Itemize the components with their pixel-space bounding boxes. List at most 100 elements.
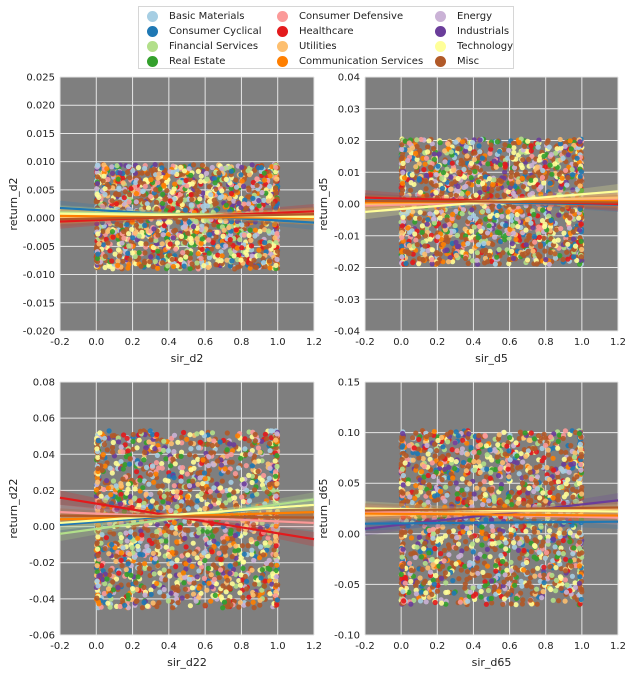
scatter-point: [270, 201, 276, 207]
scatter-point: [256, 247, 262, 253]
scatter-point: [509, 248, 515, 254]
scatter-point: [137, 179, 143, 185]
legend-label: Communication Services: [299, 56, 424, 67]
scatter-point: [218, 485, 224, 491]
scatter-point: [143, 241, 149, 247]
scatter-point: [190, 478, 196, 484]
scatter-point: [539, 174, 546, 181]
scatter-point: [251, 605, 257, 611]
scatter-point: [142, 222, 148, 229]
scatter-point: [207, 198, 213, 204]
scatter-point: [161, 182, 167, 188]
scatter-point: [455, 146, 461, 152]
scatter-point: [175, 600, 181, 606]
scatter-point: [408, 187, 414, 193]
legend-label: Technology: [457, 41, 514, 52]
legend-marker: [435, 26, 446, 37]
scatter-point: [577, 173, 583, 179]
scatter-point: [162, 174, 169, 181]
scatter-point: [189, 261, 195, 267]
scatter-point: [473, 192, 479, 198]
scatter-point: [463, 255, 469, 262]
scatter-point: [191, 580, 197, 586]
y-tick-label: -0.010: [23, 270, 55, 281]
scatter-point: [167, 241, 173, 247]
scatter-point: [208, 598, 214, 604]
scatter-point: [139, 170, 145, 176]
scatter-point: [202, 602, 208, 608]
scatter-point: [272, 185, 279, 191]
x-axis-label: sir_d5: [475, 352, 508, 365]
scatter-point: [116, 253, 122, 259]
scatter-point: [267, 192, 273, 199]
legend-label: Healthcare: [299, 26, 354, 37]
scatter-point: [211, 222, 217, 228]
scatter-point: [95, 454, 101, 460]
scatter-point: [194, 236, 200, 242]
scatter-point: [577, 227, 583, 233]
scatter-point: [476, 223, 482, 230]
scatter-point: [213, 262, 219, 268]
scatter-point: [459, 211, 465, 217]
scatter-point: [464, 153, 470, 159]
scatter-point: [273, 262, 279, 268]
scatter-point: [194, 522, 200, 528]
scatter-point: [195, 470, 201, 476]
scatter-point: [530, 248, 536, 254]
scatter-point: [224, 430, 230, 436]
scatter-point: [105, 586, 112, 592]
scatter-point: [198, 178, 204, 184]
scatter-point: [146, 547, 152, 554]
scatter-point: [168, 441, 174, 447]
scatter-point: [578, 169, 585, 175]
scatter-point: [479, 155, 485, 161]
scatter-point: [241, 232, 247, 238]
scatter-point: [96, 241, 102, 247]
scatter-point: [169, 560, 175, 566]
scatter-point: [427, 211, 433, 217]
scatter-point: [106, 428, 112, 434]
scatter-point: [551, 238, 558, 244]
scatter-point: [468, 160, 474, 166]
scatter-point: [241, 183, 247, 189]
y-tick-label: -0.005: [23, 242, 55, 253]
scatter-point: [416, 261, 422, 267]
scatter-point: [155, 248, 161, 254]
scatter-point: [401, 175, 408, 181]
scatter-point: [416, 256, 423, 262]
scatter-point: [541, 180, 547, 186]
scatter-point: [531, 234, 538, 240]
scatter-point: [217, 439, 223, 445]
scatter-point: [252, 227, 258, 233]
scatter-point: [235, 264, 241, 270]
scatter-point: [413, 150, 419, 156]
scatter-point: [232, 561, 239, 567]
scatter-point: [523, 227, 529, 233]
y-tick-label: -0.03: [334, 295, 360, 306]
scatter-point: [227, 237, 233, 243]
scatter-point: [444, 247, 450, 253]
scatter-point: [142, 165, 148, 172]
scatter-point: [184, 471, 190, 477]
scatter-point: [119, 240, 125, 246]
scatter-point: [238, 257, 244, 263]
scatter-point: [95, 534, 101, 540]
scatter-point: [158, 538, 165, 544]
scatter-point: [403, 260, 409, 267]
scatter-point: [113, 558, 119, 565]
scatter-point: [181, 429, 187, 436]
scatter-point: [182, 574, 188, 580]
scatter-point: [448, 174, 454, 180]
y-tick-label: 0.01: [338, 168, 360, 179]
y-tick-label: 0.005: [26, 185, 55, 196]
scatter-point: [433, 189, 439, 196]
scatter-point: [422, 243, 428, 249]
scatter-point: [187, 255, 193, 261]
scatter-point: [112, 251, 118, 257]
scatter-point: [136, 498, 143, 504]
scatter-point: [109, 198, 115, 204]
scatter-point: [103, 535, 109, 541]
scatter-point: [115, 176, 121, 182]
scatter-point: [256, 203, 262, 209]
scatter-point: [465, 190, 471, 196]
